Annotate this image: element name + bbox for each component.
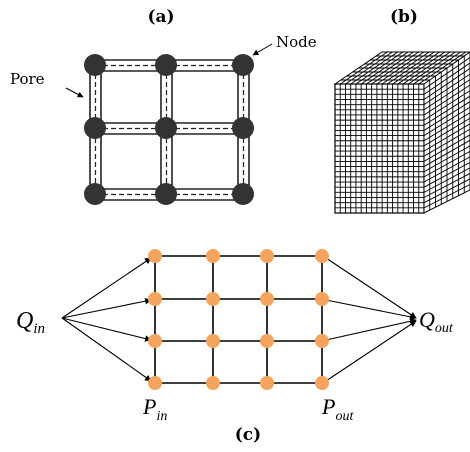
node-c — [148, 249, 162, 263]
cube-grid-line — [423, 90, 470, 121]
node-c — [260, 334, 274, 348]
node-c — [260, 292, 274, 306]
panel-b-label: (b) — [390, 7, 418, 27]
p-out-label: Pout — [321, 394, 354, 424]
cube-grid-line — [423, 101, 470, 131]
cube-grid-line — [423, 57, 470, 90]
node-c — [315, 292, 329, 306]
cube-grid-line — [423, 150, 470, 178]
panel-b: (b) — [333, 7, 470, 214]
node-a — [155, 54, 177, 76]
pore-callout-arrow — [65, 87, 84, 98]
p-in-sub: in — [156, 409, 167, 424]
panel-c-label: (c) — [235, 425, 261, 445]
node-c — [315, 376, 329, 390]
q-out-main: Q — [419, 307, 435, 332]
node-c — [148, 292, 162, 306]
p-in-label: Pin — [142, 394, 167, 424]
node-set-c — [148, 249, 329, 390]
node-a — [232, 183, 254, 205]
cube-grid-line — [423, 95, 470, 126]
cube-grid-line — [423, 173, 470, 198]
panel-a-label: (a) — [147, 7, 174, 27]
node-c — [315, 334, 329, 348]
cube-grid-line — [423, 112, 470, 142]
cube-grid-line — [423, 68, 470, 100]
q-in-main: Q — [16, 308, 33, 334]
q-out-sub: out — [435, 321, 454, 336]
node-a — [232, 54, 254, 76]
node-a — [155, 117, 177, 139]
node-c — [260, 249, 274, 263]
node-set-a — [84, 54, 254, 205]
node-c — [206, 249, 220, 263]
node-c — [148, 376, 162, 390]
node-label: Node — [276, 33, 317, 51]
node-a — [232, 117, 254, 139]
outflow-arrows — [325, 257, 417, 382]
node-a — [155, 183, 177, 205]
cube-grid-line — [423, 123, 470, 152]
cube-grid-line — [423, 134, 470, 162]
node-c — [148, 334, 162, 348]
panel-c: Qin Qout Pin Pout (c) — [16, 249, 454, 445]
panel-a: (a) — [10, 7, 317, 205]
cube-grid-line — [423, 184, 470, 209]
cube-grid-line — [423, 139, 470, 167]
node-a — [84, 183, 106, 205]
node-callout-arrow — [252, 43, 273, 56]
cube-grid — [335, 51, 470, 213]
q-in-sub: in — [33, 321, 45, 337]
q-in-label: Qin — [16, 308, 45, 337]
node-c — [206, 292, 220, 306]
cube-grid-line — [423, 79, 470, 111]
node-c — [315, 249, 329, 263]
node-a — [84, 54, 106, 76]
cube-grid-line — [423, 162, 470, 188]
node-c — [260, 376, 274, 390]
cube-grid-line — [423, 178, 470, 204]
cube-grid-line — [423, 106, 470, 136]
cube-front-face — [334, 83, 425, 214]
cube-grid-line — [423, 156, 470, 183]
cube-grid-line — [423, 145, 470, 173]
node-c — [206, 334, 220, 348]
node-a — [84, 117, 106, 139]
cube-grid-line — [423, 84, 470, 116]
p-out-main: P — [321, 394, 335, 419]
cube-grid-line — [423, 73, 470, 106]
cube-grid-line — [423, 167, 470, 193]
p-out-sub: out — [335, 409, 354, 424]
cube-grid-line — [423, 117, 470, 147]
cube-grid-line — [423, 62, 470, 95]
q-out-label: Qout — [419, 307, 454, 336]
inflow-arrows — [61, 257, 152, 382]
p-in-main: P — [142, 394, 156, 419]
node-c — [206, 376, 220, 390]
network-lines — [154, 255, 323, 384]
pore-label: Pore — [10, 70, 45, 88]
cube-grid-line — [423, 128, 470, 157]
